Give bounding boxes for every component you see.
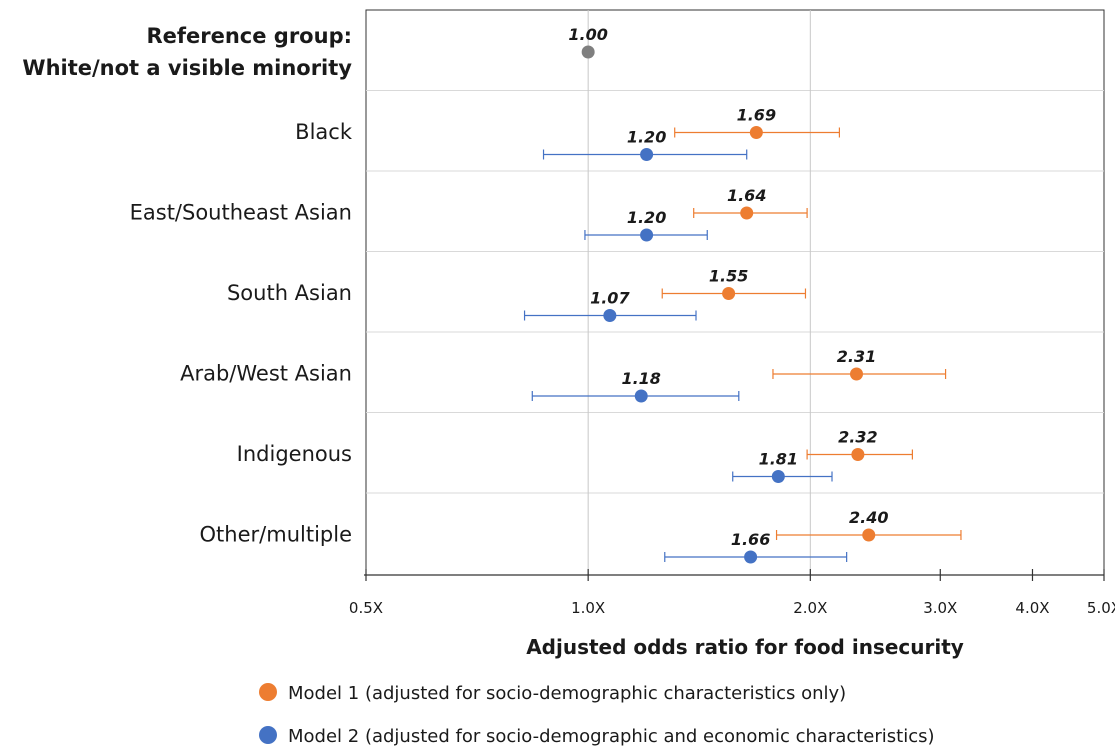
data-label: 1.69 (737, 106, 776, 125)
reference-value-label: 1.00 (568, 25, 607, 44)
x-tick-label: 3.0X (923, 599, 957, 617)
data-point (850, 367, 864, 381)
category-label: Other/multiple (200, 522, 352, 546)
data-label: 1.81 (759, 450, 798, 469)
x-axis-title: Adjusted odds ratio for food insecurity (526, 635, 964, 659)
data-label: 2.40 (849, 508, 888, 527)
reference-label-line-2: White/not a visible minority (22, 56, 352, 80)
category-label: Black (295, 120, 353, 144)
data-point (749, 126, 763, 139)
x-tick-label: 4.0X (1015, 599, 1049, 617)
data-label: 1.66 (731, 530, 770, 549)
reference-point (581, 45, 595, 59)
category-label: South Asian (227, 281, 352, 305)
data-point (740, 206, 754, 220)
data-label: 1.07 (590, 289, 630, 308)
data-label: 1.20 (627, 208, 666, 227)
legend-entry: Model 1 (adjusted for socio-demographic … (288, 683, 846, 704)
data-point (640, 228, 654, 242)
x-tick-label: 1.0X (571, 599, 605, 617)
data-point (640, 148, 654, 161)
legend-entry: Model 2 (adjusted for socio-demographic … (288, 726, 935, 747)
data-point (862, 528, 876, 542)
data-label: 2.31 (837, 347, 876, 366)
category-label: Arab/West Asian (180, 361, 352, 385)
data-point (603, 309, 617, 322)
data-point (634, 389, 648, 403)
data-label: 1.64 (727, 186, 766, 205)
x-tick-label: 0.5X (349, 599, 383, 617)
legend-marker (259, 683, 277, 701)
data-label: 1.55 (709, 267, 748, 286)
data-point (851, 448, 865, 461)
data-point (771, 470, 785, 483)
x-tick-label: 5.0X (1087, 599, 1115, 617)
reference-label-line-1: Reference group: (146, 24, 352, 48)
data-label: 1.20 (627, 128, 666, 147)
category-label: Indigenous (237, 442, 352, 466)
data-label: 1.18 (621, 369, 660, 388)
x-tick-label: 2.0X (793, 599, 827, 617)
category-label: East/Southeast Asian (130, 200, 352, 224)
data-label: 2.32 (838, 428, 877, 447)
data-point (722, 287, 736, 300)
legend-marker (259, 726, 277, 744)
data-point (744, 550, 758, 564)
